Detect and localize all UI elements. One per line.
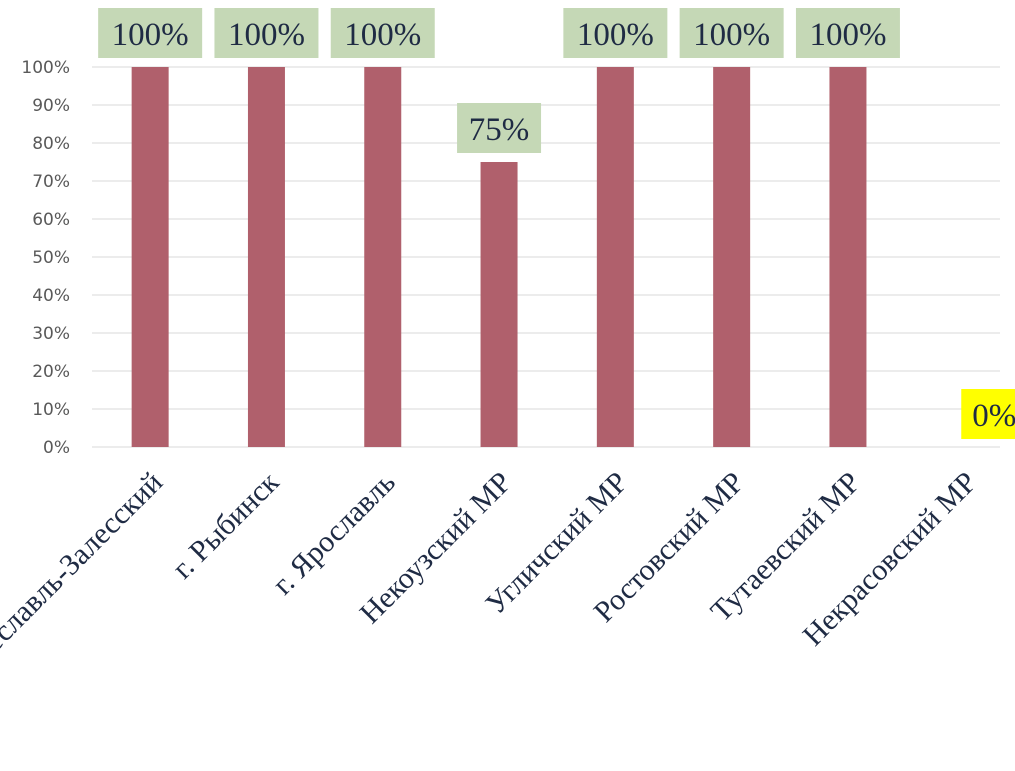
bar bbox=[829, 67, 867, 447]
data-label: 100% bbox=[98, 8, 203, 58]
y-tick-label: 10% bbox=[32, 400, 70, 420]
bar bbox=[131, 67, 169, 447]
bar bbox=[480, 162, 518, 447]
bar bbox=[247, 67, 285, 447]
data-label-background bbox=[457, 103, 542, 153]
y-tick-label: 30% bbox=[32, 324, 70, 344]
category-label: г. Рыбинск bbox=[166, 465, 286, 585]
data-label: 100% bbox=[563, 8, 668, 58]
y-tick-label: 90% bbox=[32, 96, 70, 116]
y-tick-label: 80% bbox=[32, 134, 70, 154]
data-label-text: 75% bbox=[469, 112, 530, 148]
data-label: 100% bbox=[795, 8, 900, 58]
bar bbox=[713, 67, 751, 447]
category-label: г. Переславль-Залесский bbox=[0, 466, 169, 711]
y-tick-label: 50% bbox=[32, 248, 70, 268]
y-tick-label: 20% bbox=[32, 362, 70, 382]
y-axis-tick-labels: 0% 10% 20% 30% 40% 50% 60% 70% 80% 90% 100% bbox=[21, 58, 70, 458]
data-label: 100% bbox=[679, 8, 784, 58]
data-label: 100% bbox=[214, 8, 319, 58]
y-tick-label: 100% bbox=[21, 58, 70, 78]
y-tick-label: 60% bbox=[32, 210, 70, 230]
data-label-background bbox=[563, 8, 668, 58]
data-label-text: 100% bbox=[228, 17, 305, 53]
data-label-background bbox=[98, 8, 203, 58]
data-label-text: 100% bbox=[809, 17, 886, 53]
data-label-text: 100% bbox=[344, 17, 421, 53]
data-label-text: 100% bbox=[112, 17, 189, 53]
data-label-text: 0% bbox=[972, 398, 1015, 434]
data-label-background bbox=[961, 389, 1015, 439]
data-label-background bbox=[679, 8, 784, 58]
data-label-text: 100% bbox=[693, 17, 770, 53]
data-label: 0% bbox=[961, 389, 1015, 439]
bar bbox=[364, 67, 402, 447]
bars bbox=[131, 67, 867, 447]
y-tick-label: 0% bbox=[43, 438, 70, 458]
data-label: 100% bbox=[330, 8, 435, 58]
data-label-text: 100% bbox=[577, 17, 654, 53]
y-tick-label: 40% bbox=[32, 286, 70, 306]
bar bbox=[596, 67, 634, 447]
data-label-background bbox=[214, 8, 319, 58]
data-label-background bbox=[330, 8, 435, 58]
y-tick-label: 70% bbox=[32, 172, 70, 192]
data-label-background bbox=[795, 8, 900, 58]
data-label: 75% bbox=[457, 103, 542, 153]
data-labels: 100% 100% 100% 75% 100% 100% 100% 0% bbox=[98, 8, 1015, 439]
